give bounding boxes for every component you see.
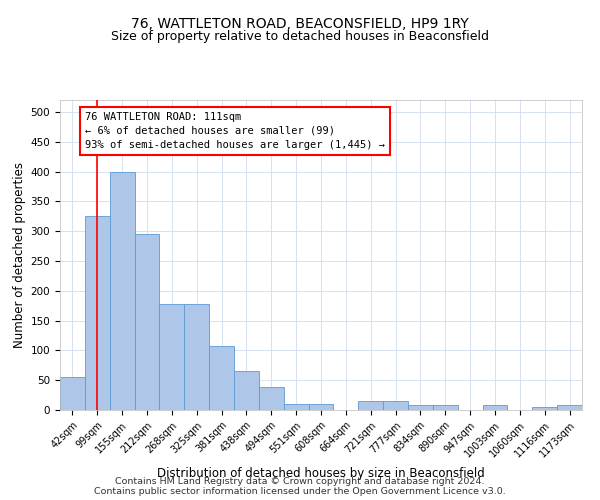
Bar (60, 377, 85, 410)
Bar (85, 216, 110, 410)
Text: Size of property relative to detached houses in Beaconsfield: Size of property relative to detached ho… (111, 30, 489, 43)
Bar (557, 405, 582, 410)
Bar (358, 401, 383, 410)
Bar (134, 234, 160, 410)
Bar (234, 371, 259, 410)
Bar (209, 346, 234, 410)
Bar (110, 172, 134, 410)
Y-axis label: Number of detached properties: Number of detached properties (13, 162, 26, 348)
Bar (433, 405, 458, 410)
Bar (408, 405, 433, 410)
Text: 76 WATTLETON ROAD: 111sqm
← 6% of detached houses are smaller (99)
93% of semi-d: 76 WATTLETON ROAD: 111sqm ← 6% of detach… (85, 112, 385, 150)
Bar (160, 304, 184, 410)
Bar (383, 401, 408, 410)
Text: 76, WATTLETON ROAD, BEACONSFIELD, HP9 1RY: 76, WATTLETON ROAD, BEACONSFIELD, HP9 1R… (131, 18, 469, 32)
Bar (259, 388, 284, 410)
Bar (532, 407, 557, 410)
Bar (482, 405, 508, 410)
Text: Contains HM Land Registry data © Crown copyright and database right 2024.
Contai: Contains HM Land Registry data © Crown c… (94, 476, 506, 496)
Bar (308, 404, 334, 410)
X-axis label: Distribution of detached houses by size in Beaconsfield: Distribution of detached houses by size … (157, 467, 485, 480)
Bar (284, 404, 308, 410)
Bar (184, 304, 209, 410)
